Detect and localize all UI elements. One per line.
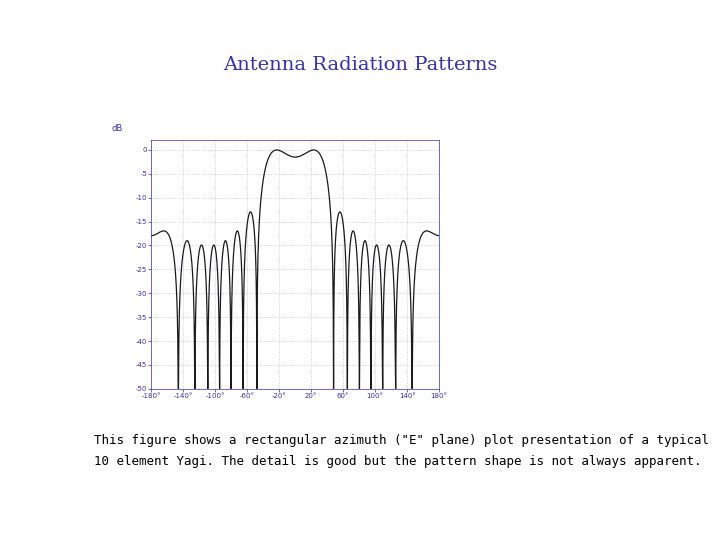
Text: 10 element Yagi. The detail is good but the pattern shape is not always apparent: 10 element Yagi. The detail is good but … <box>94 455 701 468</box>
Text: dB: dB <box>111 124 122 133</box>
Text: Antenna Radiation Patterns: Antenna Radiation Patterns <box>222 56 498 74</box>
Text: This figure shows a rectangular azimuth ("E" plane) plot presentation of a typic: This figure shows a rectangular azimuth … <box>94 434 708 447</box>
